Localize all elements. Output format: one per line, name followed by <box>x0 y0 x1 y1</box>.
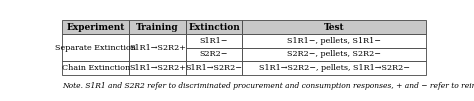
Text: S1R1→S2R2+: S1R1→S2R2+ <box>129 64 186 72</box>
Bar <box>129 20 186 34</box>
Bar <box>62 34 129 61</box>
Text: Extinction: Extinction <box>188 23 240 32</box>
Bar <box>129 34 186 61</box>
Bar <box>242 47 426 61</box>
Bar <box>186 61 242 75</box>
Text: S1R1−, pellets, S1R1−: S1R1−, pellets, S1R1− <box>287 37 381 45</box>
Text: S2R2−, pellets, S2R2−: S2R2−, pellets, S2R2− <box>287 50 381 58</box>
Text: S2R2−: S2R2− <box>200 50 228 58</box>
Text: Training: Training <box>137 23 179 32</box>
Bar <box>242 34 426 47</box>
Bar <box>62 61 129 75</box>
Text: Note. S1R1 and S2R2 refer to discriminated procurement and consumption responses: Note. S1R1 and S2R2 refer to discriminat… <box>62 82 474 90</box>
Text: S1R1→S2R2−: S1R1→S2R2− <box>185 64 243 72</box>
Bar <box>129 61 186 75</box>
Bar <box>186 20 242 34</box>
Bar <box>62 20 129 34</box>
Bar <box>242 20 426 34</box>
Text: S1R1−: S1R1− <box>200 37 228 45</box>
Text: Separate Extinction: Separate Extinction <box>55 44 137 52</box>
Text: S1R1→S2R2+: S1R1→S2R2+ <box>129 44 186 52</box>
Text: Chain Extinction: Chain Extinction <box>62 64 130 72</box>
Text: Test: Test <box>324 23 344 32</box>
Text: S1R1→S2R2−, pellets, S1R1→S2R2−: S1R1→S2R2−, pellets, S1R1→S2R2− <box>258 64 410 72</box>
Bar <box>242 61 426 75</box>
Bar <box>186 34 242 47</box>
Bar <box>186 47 242 61</box>
Text: Experiment: Experiment <box>67 23 125 32</box>
